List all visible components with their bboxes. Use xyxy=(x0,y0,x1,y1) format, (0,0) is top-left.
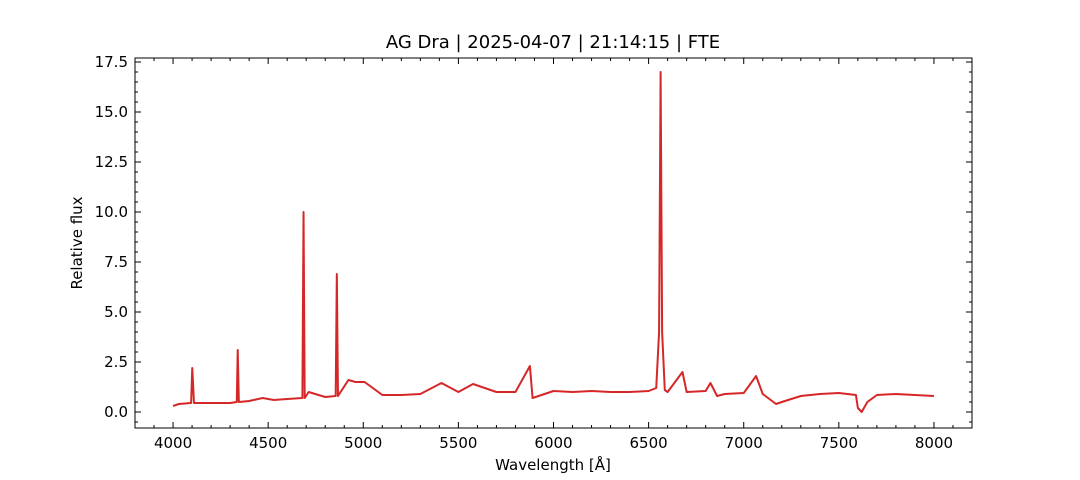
x-tick-label: 5000 xyxy=(344,434,382,452)
x-tick-label: 8000 xyxy=(915,434,953,452)
spectrum-line-0 xyxy=(172,71,935,413)
y-axis: 0.0 2.5 5.0 7.5 10.0 12.5 15.0 17.5 xyxy=(95,53,972,423)
axes-frame xyxy=(134,57,973,429)
x-tick-label: 7500 xyxy=(820,434,858,452)
x-axis-label: Wavelength [Å] xyxy=(495,455,611,474)
y-tick-label: 17.5 xyxy=(95,53,128,71)
y-tick-label: 5.0 xyxy=(104,303,128,321)
y-tick-label: 2.5 xyxy=(104,353,128,371)
y-tick-label: 10.0 xyxy=(95,203,128,221)
x-tick-label: 5500 xyxy=(439,434,477,452)
x-tick-label: 7000 xyxy=(725,434,763,452)
y-axis-label: Relative flux xyxy=(68,196,86,289)
x-tick-label: 6000 xyxy=(534,434,572,452)
x-tick-label: 6500 xyxy=(630,434,668,452)
y-tick-label: 12.5 xyxy=(95,153,128,171)
x-tick-label: 4500 xyxy=(249,434,287,452)
plot-area xyxy=(172,71,935,413)
x-tick-label: 4000 xyxy=(154,434,192,452)
chart-title: AG Dra | 2025-04-07 | 21:14:15 | FTE xyxy=(386,32,720,53)
y-tick-label: 15.0 xyxy=(95,103,128,121)
y-tick-label: 0.0 xyxy=(104,403,128,421)
y-tick-label: 7.5 xyxy=(104,253,128,271)
x-axis: 4000 4500 5000 5500 6000 6500 7000 7500 8000 xyxy=(153,58,954,452)
